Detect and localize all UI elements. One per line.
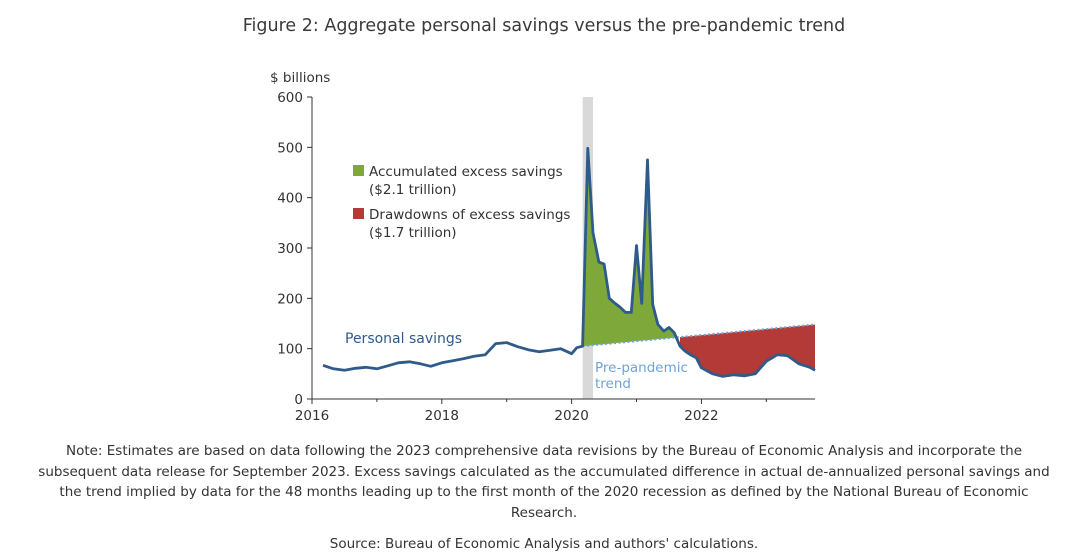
y-tick-label: 0	[294, 392, 303, 408]
y-tick-label: 100	[277, 342, 303, 358]
x-tick-label: 2022	[684, 408, 718, 424]
pre-pandemic-trend-line	[582, 323, 816, 348]
y-tick-label: 200	[277, 291, 303, 307]
trend-label: trend	[595, 376, 631, 392]
savings-chart: 0 100 200 300 400 500 600 2016 2018 2020 2022 $ bil…	[270, 70, 816, 424]
trend-label: Pre-pandemic	[595, 360, 688, 376]
y-axis-label: $ billions	[270, 70, 330, 86]
y-tick-label: 600	[277, 90, 303, 106]
y-tick-label: 400	[277, 191, 303, 207]
x-tick-label: 2016	[295, 408, 329, 424]
x-tick-label: 2020	[554, 408, 588, 424]
legend-drawdown-label: Drawdowns of excess savings	[369, 207, 570, 223]
drawdown-area	[680, 324, 815, 377]
legend-drawdown-value: ($1.7 trillion)	[369, 225, 457, 241]
plot-area: 0 100 200 300 400 500 600 2016 2018 2020 2022 $ bil…	[270, 70, 816, 424]
personal-savings-line	[322, 146, 816, 378]
personal-savings-label: Personal savings	[345, 331, 462, 347]
figure-source: Source: Bureau of Economic Analysis and …	[329, 536, 759, 552]
excess-savings-area	[582, 148, 677, 347]
legend-excess-value: ($2.1 trillion)	[369, 182, 457, 198]
x-tick-label: 2018	[425, 408, 459, 424]
figure-note: Note: Estimates are based on data follow…	[38, 443, 1050, 521]
legend-drawdown-swatch	[353, 208, 364, 219]
figure-title: Figure 2: Aggregate personal savings ver…	[242, 16, 846, 36]
legend-excess-swatch	[353, 165, 364, 176]
legend-excess-label: Accumulated excess savings	[369, 164, 563, 180]
y-tick-label: 300	[277, 241, 303, 257]
y-tick-label: 500	[277, 140, 303, 156]
